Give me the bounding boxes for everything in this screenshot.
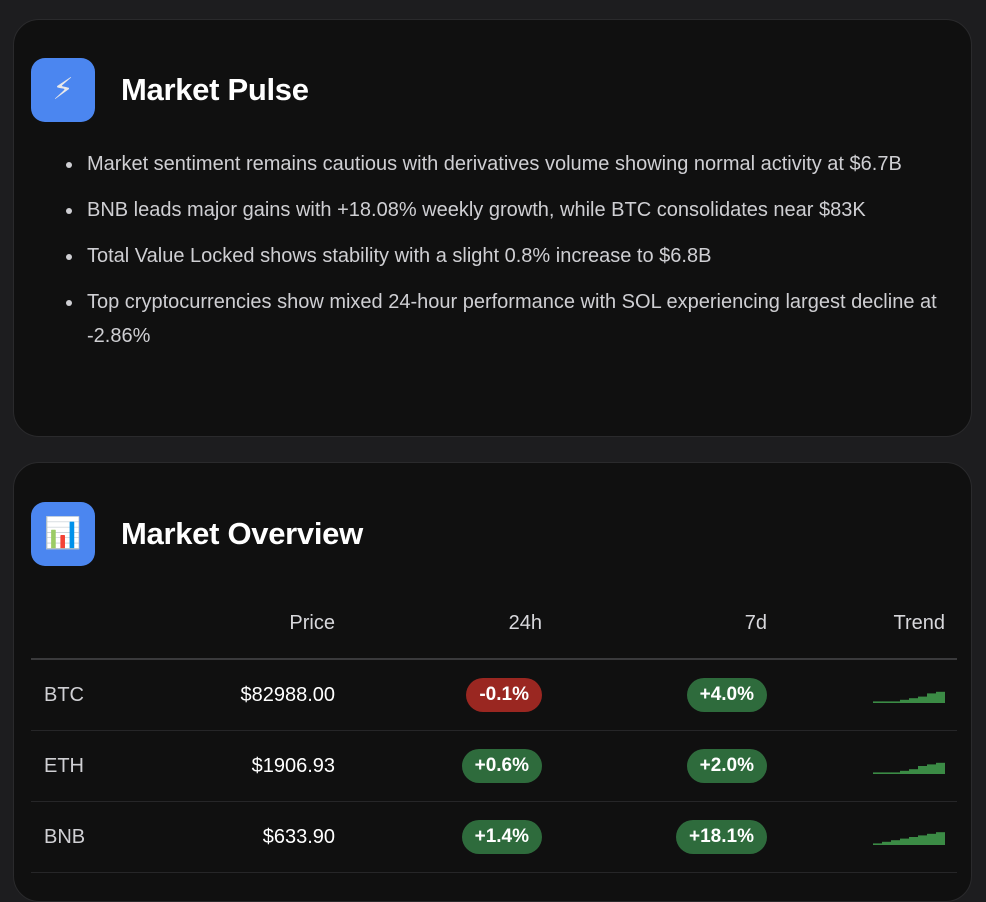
trend-bar <box>936 832 945 845</box>
symbol-cell: ETH <box>44 754 84 777</box>
market-overview-table: Price 24h 7d Trend BTC $82988.00 -0.1% +… <box>31 589 957 873</box>
trend-bar <box>927 833 937 845</box>
trend-bar <box>900 770 910 774</box>
market-overview-header: 📊 Market Overview <box>31 502 363 566</box>
price-cell: $1906.93 <box>251 754 335 777</box>
trend-bar <box>918 696 928 703</box>
trend-bar <box>909 837 919 845</box>
trend-bar <box>891 772 901 774</box>
header-7d[interactable]: 7d <box>744 612 767 634</box>
header-price[interactable]: Price <box>289 612 335 634</box>
trend-cell <box>767 758 945 774</box>
change-7d-cell: +18.1% <box>542 820 767 854</box>
trend-bar <box>909 769 919 774</box>
change-7d-cell: +4.0% <box>542 678 767 712</box>
market-pulse-header: ⚡ Market Pulse <box>31 58 309 122</box>
change-24h-badge: +1.4% <box>461 820 542 854</box>
change-7d-badge: +18.1% <box>676 820 767 854</box>
price-cell: $82988.00 <box>240 683 335 706</box>
table-row[interactable]: ETH $1906.93 +0.6% +2.0% <box>31 731 957 802</box>
trend-bar <box>909 698 919 703</box>
trend-bar <box>882 701 892 703</box>
trend-cell <box>767 829 945 845</box>
trend-bar <box>873 772 883 774</box>
change-7d-badge: +4.0% <box>686 678 767 712</box>
symbol-cell: BNB <box>44 825 86 848</box>
trend-bar <box>900 699 910 703</box>
trend-bar <box>900 838 910 845</box>
symbol-cell: BTC <box>44 683 84 706</box>
change-7d-cell: +2.0% <box>542 749 767 783</box>
change-24h-badge: -0.1% <box>466 678 542 712</box>
table-row[interactable]: BNB $633.90 +1.4% +18.1% <box>31 802 957 873</box>
trend-bar <box>927 693 937 703</box>
trend-bar <box>918 766 928 774</box>
trend-bar <box>936 762 945 774</box>
change-7d-badge: +2.0% <box>686 749 767 783</box>
trend-bar <box>927 764 937 774</box>
trend-bar <box>882 772 892 774</box>
market-pulse-card: ⚡ Market Pulse Market sentiment remains … <box>13 19 972 437</box>
trend-cell <box>767 687 945 703</box>
pulse-bullet: BNB leads major gains with +18.08% weekl… <box>66 193 967 227</box>
trend-sparkline <box>873 832 945 845</box>
lightning-bolt-icon: ⚡ <box>31 58 95 122</box>
market-overview-title: Market Overview <box>121 516 363 551</box>
change-24h-cell: +0.6% <box>335 749 542 783</box>
trend-bar <box>891 840 901 845</box>
market-overview-card: 📊 Market Overview Price 24h 7d Trend BTC… <box>13 462 972 902</box>
trend-sparkline <box>873 691 945 703</box>
header-trend: Trend <box>893 612 945 634</box>
trend-bar <box>918 835 928 845</box>
change-24h-cell: -0.1% <box>335 678 542 712</box>
change-24h-cell: +1.4% <box>335 820 542 854</box>
table-header-row: Price 24h 7d Trend <box>31 589 957 660</box>
trend-bar <box>936 691 945 703</box>
pulse-bullet: Market sentiment remains cautious with d… <box>66 147 967 181</box>
bar-chart-icon: 📊 <box>31 502 95 566</box>
pulse-bullet: Top cryptocurrencies show mixed 24-hour … <box>66 285 967 353</box>
trend-bar <box>873 701 883 703</box>
market-pulse-title: Market Pulse <box>121 72 309 107</box>
header-24h[interactable]: 24h <box>508 612 542 634</box>
trend-bar <box>882 841 892 845</box>
trend-sparkline <box>873 762 945 774</box>
trend-bar <box>891 701 901 703</box>
table-row[interactable]: BTC $82988.00 -0.1% +4.0% <box>31 660 957 731</box>
trend-bar <box>873 843 883 845</box>
change-24h-badge: +0.6% <box>461 749 542 783</box>
pulse-bullet: Total Value Locked shows stability with … <box>66 239 967 273</box>
market-pulse-list: Market sentiment remains cautious with d… <box>61 147 967 365</box>
price-cell: $633.90 <box>262 825 335 848</box>
